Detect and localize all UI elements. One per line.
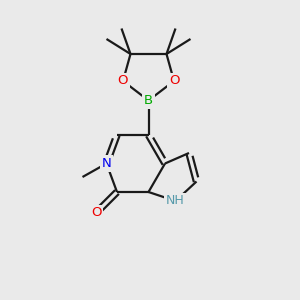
Text: O: O	[118, 74, 128, 88]
Text: O: O	[169, 74, 179, 88]
Text: NH: NH	[166, 194, 185, 208]
Text: B: B	[144, 94, 153, 107]
Text: O: O	[91, 206, 101, 220]
Text: N: N	[102, 157, 111, 170]
